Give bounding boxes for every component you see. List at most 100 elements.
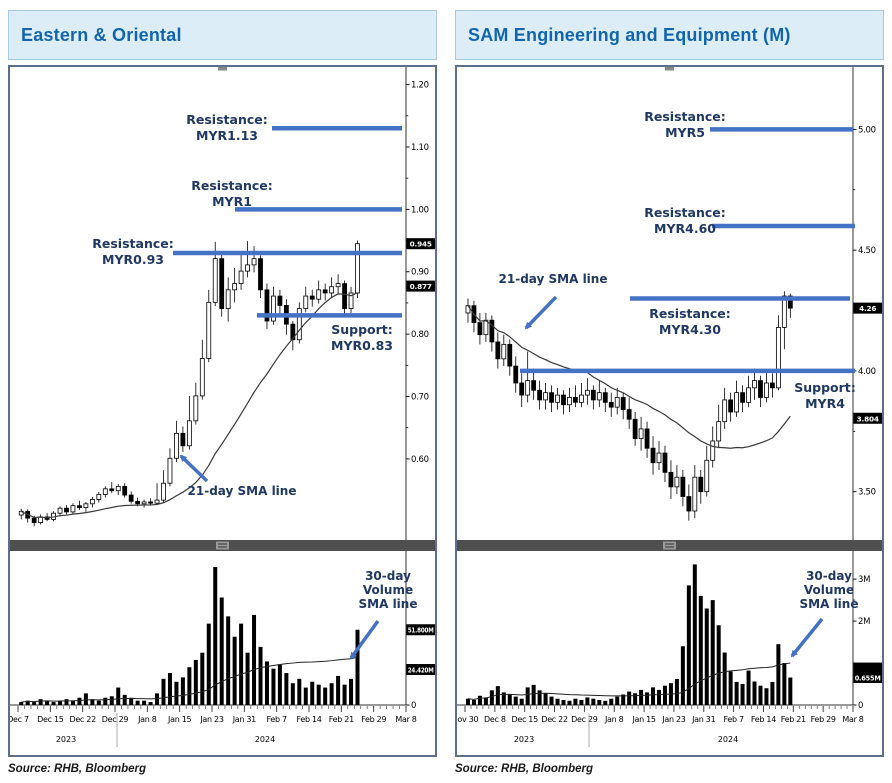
svg-text:MYR4.30: MYR4.30	[659, 322, 721, 337]
svg-text:0.70: 0.70	[411, 393, 429, 403]
svg-text:1.00: 1.00	[411, 205, 429, 215]
svg-text:Nov 30: Nov 30	[457, 715, 478, 724]
svg-text:Resistance:: Resistance:	[92, 236, 173, 251]
svg-text:Jan 31: Jan 31	[232, 715, 256, 724]
svg-text:Feb 21: Feb 21	[329, 715, 354, 724]
svg-text:0.655M: 0.655M	[855, 674, 881, 683]
volume-axis: 0	[406, 701, 416, 711]
chart-title: Eastern & Oriental	[21, 24, 182, 45]
svg-text:MYR0.93: MYR0.93	[102, 252, 164, 267]
svg-text:Feb 21: Feb 21	[781, 715, 806, 724]
volume-bars	[19, 566, 360, 705]
svg-text:5.00: 5.00	[858, 125, 876, 135]
svg-text:2024: 2024	[255, 735, 275, 744]
svg-text:Mar 8: Mar 8	[842, 715, 863, 724]
resistance-level: Resistance:MYR1.13	[186, 112, 402, 143]
svg-text:51.800M: 51.800M	[408, 626, 434, 635]
svg-text:0.877: 0.877	[410, 282, 432, 291]
volume-sma-line	[21, 656, 358, 703]
svg-text:4.26: 4.26	[859, 304, 876, 313]
svg-text:4.50: 4.50	[858, 246, 876, 256]
svg-text:Jan 15: Jan 15	[167, 715, 191, 724]
svg-text:MYR1.13: MYR1.13	[196, 128, 258, 143]
svg-text:21-day SMA line: 21-day SMA line	[188, 484, 297, 498]
svg-text:2M: 2M	[858, 617, 870, 627]
svg-text:Jan 8: Jan 8	[137, 715, 157, 724]
svg-text:24.420M: 24.420M	[408, 666, 434, 675]
resistance-level: Resistance:MYR4.60	[644, 205, 855, 236]
svg-text:Dec 22: Dec 22	[69, 715, 96, 724]
source-caption: Source: RHB, Bloomberg	[8, 763, 147, 775]
svg-text:Resistance:: Resistance:	[644, 109, 725, 124]
svg-text:Volume: Volume	[804, 583, 854, 597]
svg-text:0.90: 0.90	[411, 268, 429, 278]
svg-text:Support:: Support:	[794, 380, 856, 395]
volume-axis: 3M 2M 0	[853, 575, 870, 711]
pane-divider	[457, 67, 882, 551]
svg-text:Resistance:: Resistance:	[649, 306, 730, 321]
chart-card-right: SAM Engineering and Equipment (M) 5.00 4.…	[455, 10, 884, 775]
svg-text:2024: 2024	[718, 735, 738, 744]
resistance-level: Resistance:MYR1	[191, 178, 402, 212]
svg-text:Jan 23: Jan 23	[661, 715, 685, 724]
price-axis: 5.00 4.50 4.00 3.50	[852, 67, 876, 705]
svg-text:Volume: Volume	[363, 583, 413, 597]
chart-title-bar-right: SAM Engineering and Equipment (M)	[455, 10, 884, 60]
svg-text:MYR5: MYR5	[665, 125, 705, 140]
svg-text:Dec 8: Dec 8	[484, 715, 506, 724]
svg-text:30-day: 30-day	[806, 569, 852, 583]
pane-divider	[10, 67, 435, 551]
svg-text:Jan 15: Jan 15	[631, 715, 655, 724]
svg-text:Jan 23: Jan 23	[199, 715, 223, 724]
svg-text:Resistance:: Resistance:	[191, 178, 272, 193]
x-axis: Dec 7 Dec 15 Dec 22 Dec 29 Jan 8 Jan 15 Jan 23…	[10, 704, 417, 747]
price-sma-annotation: 21-day SMA line	[499, 272, 608, 330]
svg-text:MYR4.60: MYR4.60	[654, 221, 716, 236]
svg-text:0.80: 0.80	[411, 330, 429, 340]
svg-text:Feb 7: Feb 7	[267, 715, 288, 724]
support-level: Support:MYR4	[520, 368, 856, 411]
svg-text:0.945: 0.945	[410, 240, 432, 249]
svg-text:MYR4: MYR4	[805, 396, 845, 411]
source-caption: Source: RHB, Bloomberg	[455, 763, 594, 775]
svg-text:MYR0.83: MYR0.83	[331, 338, 393, 353]
price-sma-line	[20, 292, 358, 519]
svg-text:Support:: Support:	[331, 322, 393, 337]
svg-text:30-day: 30-day	[365, 569, 411, 583]
svg-text:Dec 15: Dec 15	[37, 715, 64, 724]
svg-text:21-day SMA line: 21-day SMA line	[499, 272, 608, 286]
candlesticks	[18, 240, 360, 527]
svg-text:Jan 31: Jan 31	[691, 715, 715, 724]
svg-text:0: 0	[858, 701, 863, 711]
chart-title: SAM Engineering and Equipment (M)	[468, 24, 791, 45]
svg-text:Resistance:: Resistance:	[644, 205, 725, 220]
svg-text:Dec 29: Dec 29	[102, 715, 129, 724]
svg-text:3.804: 3.804	[857, 414, 879, 423]
svg-text:Feb 29: Feb 29	[361, 715, 386, 724]
svg-text:Resistance:: Resistance:	[186, 112, 267, 127]
svg-text:3.50: 3.50	[858, 488, 876, 498]
svg-text:Dec 29: Dec 29	[571, 715, 598, 724]
svg-text:0: 0	[411, 701, 416, 711]
svg-text:Mar 8: Mar 8	[395, 715, 416, 724]
svg-text:Dec 22: Dec 22	[541, 715, 568, 724]
resistance-level: Resistance:MYR5	[644, 109, 853, 140]
last-price-boxes: 4.26 3.804 0.655M	[853, 302, 882, 684]
svg-text:Jan 8: Jan 8	[604, 715, 624, 724]
price-axis: 1.20 1.10 1.00 0.90 0.80 0.70 0.60	[405, 67, 429, 705]
volume-sma-line	[467, 662, 791, 700]
svg-text:4.00: 4.00	[858, 367, 876, 377]
svg-text:Dec 15: Dec 15	[511, 715, 538, 724]
svg-text:MYR1: MYR1	[212, 194, 252, 209]
svg-text:1.20: 1.20	[411, 81, 429, 91]
price-sma-line	[467, 305, 791, 449]
svg-text:2023: 2023	[514, 735, 534, 744]
svg-text:Dec 7: Dec 7	[10, 715, 29, 724]
svg-text:1.10: 1.10	[411, 143, 429, 153]
price-sma-annotation: 21-day SMA line	[179, 454, 297, 498]
candlestick-volume-chart: 1.20 1.10 1.00 0.90 0.80 0.70 0.60 0 Dec 7 Dec 15…	[10, 67, 435, 747]
